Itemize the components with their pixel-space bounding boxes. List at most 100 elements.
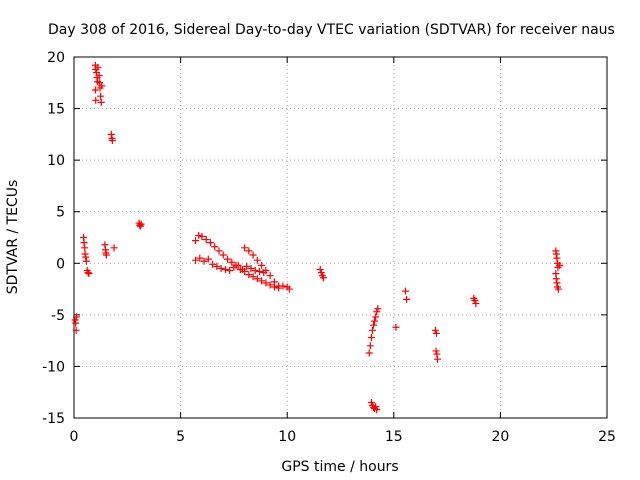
data-point (97, 98, 105, 106)
data-point (107, 130, 115, 138)
data-point (249, 273, 257, 281)
data-point (266, 272, 274, 280)
data-point (102, 251, 110, 259)
data-point (97, 92, 105, 100)
data-point (258, 261, 266, 269)
data-point (253, 256, 261, 264)
data-point (251, 267, 259, 275)
y-tick-label: -15 (42, 411, 65, 427)
data-point (211, 243, 219, 251)
data-point (270, 278, 278, 286)
data-point (366, 342, 374, 350)
data-point (245, 247, 253, 255)
data-point (247, 264, 255, 272)
y-tick-label: 5 (56, 205, 65, 221)
y-tick-label: 20 (47, 50, 65, 66)
data-point (317, 269, 325, 277)
data-point (196, 254, 204, 262)
data-point (402, 287, 410, 295)
data-point (285, 285, 293, 293)
y-tick-label: 0 (56, 256, 65, 272)
data-point (81, 244, 89, 252)
data-point (433, 350, 441, 358)
data-point (136, 221, 144, 229)
data-point (266, 281, 274, 289)
data-point (72, 319, 80, 327)
data-point (234, 261, 242, 269)
x-tick-label: 5 (176, 429, 185, 445)
data-point (372, 403, 380, 411)
data-point (434, 355, 442, 363)
data-point (432, 347, 440, 355)
data-point (392, 323, 400, 331)
data-point (245, 271, 253, 279)
data-point (365, 349, 373, 357)
data-point (253, 275, 261, 283)
data-point (206, 239, 214, 247)
data-point (431, 326, 439, 334)
data-point (368, 326, 376, 334)
data-point (224, 255, 232, 263)
data-point (258, 277, 266, 285)
data-point (275, 282, 283, 290)
data-point (255, 268, 263, 276)
data-point (101, 241, 109, 249)
data-point (92, 96, 100, 104)
data-point (200, 257, 208, 265)
data-point (98, 82, 106, 90)
data-point (108, 137, 116, 145)
data-point (262, 267, 270, 275)
data-point (372, 313, 380, 321)
data-point (110, 244, 118, 252)
y-tick-label: -10 (42, 359, 65, 375)
data-point (367, 399, 375, 407)
data-point (215, 247, 223, 255)
data-point (373, 406, 381, 414)
data-point (84, 269, 92, 277)
x-tick-label: 20 (491, 429, 509, 445)
data-point (192, 237, 200, 245)
x-axis-label: GPS time / hours (281, 459, 398, 475)
data-point (553, 254, 561, 262)
data-point (370, 321, 378, 329)
axis-ticks: 0 5 10 15 20 25 -15 -10 -5 0 5 10 15 20 (42, 50, 616, 445)
data-point (81, 250, 89, 258)
data-point (243, 262, 251, 270)
data-point (94, 63, 102, 71)
x-tick-label: 10 (278, 429, 296, 445)
y-tick-label: 10 (47, 153, 65, 169)
data-point (471, 296, 479, 304)
data-point (204, 255, 212, 263)
data-point (319, 274, 327, 282)
chart-title: Day 308 of 2016, Sidereal Day-to-day VTE… (48, 22, 615, 38)
data-point (213, 262, 221, 270)
data-points (71, 61, 564, 414)
data-point (137, 220, 145, 228)
data-point (91, 86, 99, 94)
data-point (95, 72, 103, 80)
data-point (217, 264, 225, 272)
data-point (226, 267, 234, 275)
x-tick-label: 15 (385, 429, 403, 445)
data-point (552, 275, 560, 283)
data-point (556, 261, 564, 269)
data-point (85, 270, 93, 278)
data-point (472, 300, 480, 308)
data-point (228, 258, 236, 266)
data-point (241, 244, 249, 252)
data-point (198, 232, 206, 240)
data-point (367, 334, 375, 342)
plot-frame (73, 56, 608, 419)
data-point (82, 257, 90, 265)
data-point (249, 251, 257, 259)
grid (74, 57, 607, 418)
data-point (82, 253, 90, 261)
data-point (262, 279, 270, 287)
data-point (432, 329, 440, 337)
data-point (238, 265, 246, 273)
data-point (209, 260, 217, 268)
data-point (403, 295, 411, 303)
data-point (219, 251, 227, 259)
data-point (554, 285, 562, 293)
